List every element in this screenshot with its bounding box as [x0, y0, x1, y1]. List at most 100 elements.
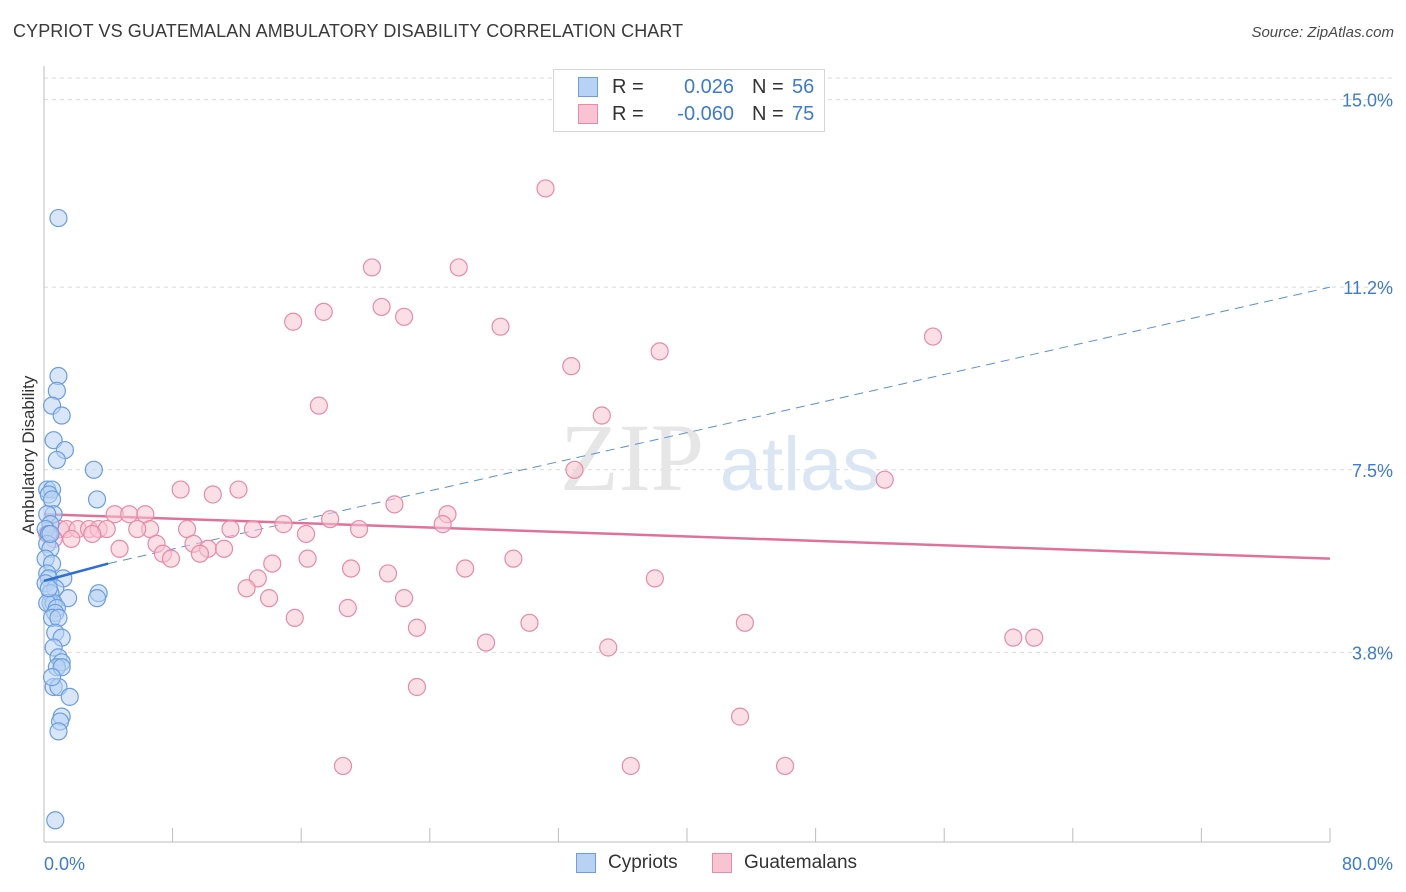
trendline-guatemalans	[43, 512, 1331, 560]
correlation-legend: R = 0.026 N = 56 R = -0.060 N = 75	[553, 69, 825, 132]
point-guatemalans	[221, 519, 240, 539]
trendlines	[43, 286, 1331, 565]
watermark: ZIP atlas	[560, 404, 880, 511]
point-cypriots	[42, 668, 62, 687]
point-guatemalans	[171, 480, 190, 499]
point-guatemalans	[378, 564, 398, 583]
x-tick-label: 0.0%	[44, 854, 85, 874]
point-guatemalans	[407, 618, 427, 637]
point-guatemalans	[730, 707, 750, 726]
legend-row-cypriots: R = 0.026 N = 56	[578, 75, 814, 99]
r-label: R =	[612, 75, 644, 98]
point-guatemalans	[433, 515, 452, 534]
point-cypriots	[87, 589, 107, 608]
point-guatemalans	[362, 258, 382, 277]
point-cypriots	[84, 460, 103, 479]
point-guatemalans	[476, 633, 496, 652]
point-guatemalans	[562, 357, 581, 376]
r-label: R =	[612, 102, 644, 125]
y-tick-label: 7.5%	[1352, 461, 1393, 481]
y-tick-label: 3.8%	[1352, 643, 1393, 663]
point-guatemalans	[237, 579, 256, 598]
point-guatemalans	[504, 549, 523, 568]
point-cypriots	[46, 811, 65, 830]
point-guatemalans	[875, 470, 894, 489]
n-label: N =	[752, 75, 784, 98]
point-guatemalans	[263, 554, 282, 573]
point-guatemalans	[349, 519, 369, 539]
point-guatemalans	[520, 613, 539, 632]
point-guatemalans	[83, 524, 102, 544]
point-guatemalans	[775, 756, 795, 776]
tick-labels: 3.8% 7.5% 11.2% 15.0% 0.0% 80.0%	[44, 91, 1393, 874]
point-cypriots	[41, 524, 60, 544]
point-cypriots	[60, 687, 79, 706]
point-guatemalans	[456, 559, 475, 578]
trendline-cypriots-extended	[108, 286, 1331, 565]
point-guatemalans	[298, 549, 317, 568]
point-guatemalans	[62, 529, 81, 549]
data-points	[36, 179, 1044, 830]
point-guatemalans	[449, 258, 468, 277]
r-value: -0.060	[677, 102, 734, 125]
point-guatemalans	[565, 460, 584, 479]
point-guatemalans	[309, 396, 328, 415]
point-guatemalans	[645, 569, 664, 588]
point-guatemalans	[161, 549, 181, 568]
point-guatemalans	[259, 589, 279, 608]
point-cypriots	[49, 608, 68, 627]
legend-item-cypriots: Cypriots	[576, 852, 678, 874]
point-guatemalans	[341, 559, 361, 578]
gridlines	[44, 77, 1392, 653]
point-guatemalans	[338, 598, 357, 618]
point-guatemalans	[923, 327, 943, 346]
point-guatemalans	[1025, 628, 1044, 647]
legend-row-guatemalans: R = -0.060 N = 75	[578, 102, 814, 126]
legend-swatch-guatemalans	[712, 853, 732, 873]
legend-swatch-cypriots	[578, 77, 598, 97]
point-guatemalans	[394, 589, 414, 608]
point-guatemalans	[284, 312, 303, 331]
legend-label-cypriots: Cypriots	[608, 852, 678, 873]
point-guatemalans	[536, 179, 555, 198]
legend-item-guatemalans: Guatemalans	[712, 852, 857, 874]
point-guatemalans	[394, 307, 414, 326]
n-value: 75	[792, 102, 815, 125]
axes	[43, 66, 1331, 843]
watermark-zip: ZIP	[560, 404, 704, 511]
point-guatemalans	[274, 515, 293, 534]
point-guatemalans	[229, 480, 248, 499]
point-guatemalans	[592, 406, 611, 425]
point-cypriots	[49, 722, 68, 741]
point-guatemalans	[110, 539, 129, 558]
point-cypriots	[47, 450, 66, 470]
n-value: 56	[792, 75, 815, 98]
point-guatemalans	[407, 677, 427, 697]
chart-title: CYPRIOT VS GUATEMALAN AMBULATORY DISABIL…	[13, 21, 684, 41]
x-tick-label: 80.0%	[1342, 854, 1393, 874]
point-cypriots	[52, 406, 71, 425]
y-tick-label: 15.0%	[1342, 91, 1393, 111]
point-guatemalans	[491, 317, 510, 336]
point-guatemalans	[190, 544, 210, 563]
point-guatemalans	[296, 524, 316, 544]
n-label: N =	[752, 102, 784, 125]
legend-swatch-cypriots	[576, 853, 596, 873]
point-guatemalans	[243, 519, 263, 539]
point-guatemalans	[650, 342, 669, 361]
r-value: 0.026	[683, 75, 734, 98]
point-guatemalans	[621, 756, 640, 776]
point-guatemalans	[120, 505, 139, 524]
source-label: Source: ZipAtlas.com	[1251, 24, 1394, 41]
point-guatemalans	[214, 539, 234, 558]
point-guatemalans	[599, 638, 618, 657]
point-guatemalans	[321, 510, 340, 529]
point-guatemalans	[285, 608, 304, 627]
point-guatemalans	[333, 756, 353, 776]
point-guatemalans	[385, 495, 404, 514]
point-guatemalans	[314, 302, 333, 321]
point-guatemalans	[1004, 628, 1023, 647]
trendline-cypriots	[43, 562, 109, 583]
point-guatemalans	[735, 613, 754, 632]
